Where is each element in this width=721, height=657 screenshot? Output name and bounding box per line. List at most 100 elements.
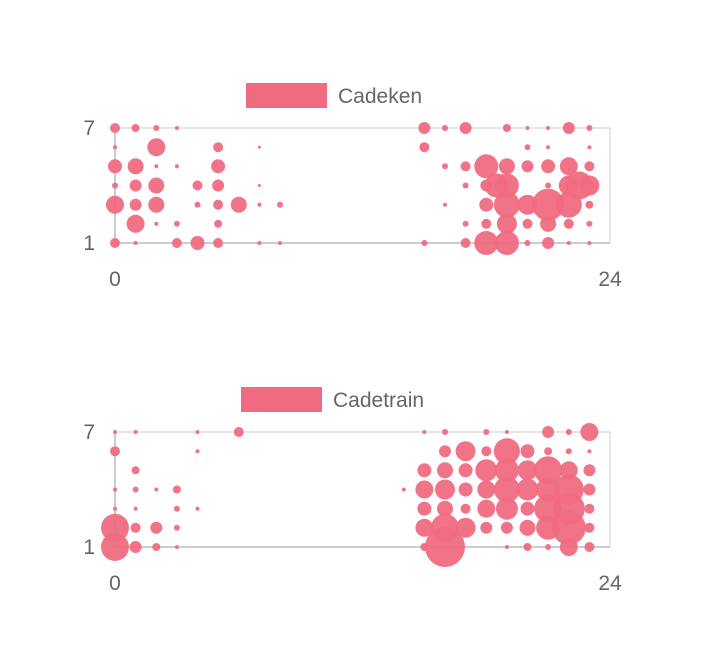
bubble-point[interactable] <box>517 460 538 481</box>
bubble-point[interactable] <box>110 238 120 248</box>
bubble-point[interactable] <box>154 487 159 492</box>
bubble-point[interactable] <box>462 220 469 227</box>
bubble-point[interactable] <box>498 158 515 175</box>
bubble-point[interactable] <box>152 543 161 551</box>
bubble-point[interactable] <box>477 499 496 518</box>
bubble-point[interactable] <box>546 145 551 150</box>
bubble-point[interactable] <box>563 218 574 229</box>
bubble-point[interactable] <box>522 218 533 229</box>
bubble-point[interactable] <box>493 438 520 465</box>
bubble-point[interactable] <box>479 197 494 212</box>
bubble-point[interactable] <box>173 505 180 512</box>
bubble-point[interactable] <box>474 231 499 255</box>
bubble-point[interactable] <box>435 479 455 500</box>
bubble-point[interactable] <box>233 427 244 437</box>
bubble-point[interactable] <box>475 459 498 482</box>
bubble-point[interactable] <box>534 456 563 485</box>
bubble-point[interactable] <box>133 430 138 434</box>
bubble-point[interactable] <box>113 430 117 434</box>
bubble-point[interactable] <box>277 201 283 208</box>
bubble-point[interactable] <box>477 480 496 499</box>
bubble-point[interactable] <box>584 161 595 172</box>
bubble-point[interactable] <box>562 122 575 134</box>
bubble-point[interactable] <box>195 506 200 511</box>
bubble-point[interactable] <box>525 126 530 130</box>
bubble-point[interactable] <box>502 124 511 132</box>
bubble-point[interactable] <box>584 542 595 552</box>
bubble-point[interactable] <box>566 241 571 245</box>
bubble-point[interactable] <box>587 145 592 150</box>
bubble-point[interactable] <box>173 220 180 227</box>
bubble-point[interactable] <box>439 445 451 458</box>
bubble-point[interactable] <box>458 463 473 478</box>
bubble-point[interactable] <box>129 198 142 211</box>
bubble-point[interactable] <box>129 541 142 553</box>
bubble-point[interactable] <box>211 159 226 174</box>
bubble-point[interactable] <box>425 527 465 567</box>
bubble-point[interactable] <box>458 482 473 497</box>
bubble-point[interactable] <box>419 142 430 153</box>
bubble-point[interactable] <box>519 519 536 536</box>
bubble-point[interactable] <box>460 161 471 172</box>
bubble-point[interactable] <box>214 219 223 228</box>
bubble-point[interactable] <box>586 125 593 131</box>
bubble-point[interactable] <box>172 485 181 494</box>
bubble-point[interactable] <box>524 240 531 246</box>
bubble-point[interactable] <box>415 518 434 537</box>
bubble-point[interactable] <box>401 487 406 492</box>
bubble-point[interactable] <box>521 160 534 173</box>
bubble-point[interactable] <box>126 214 145 233</box>
bubble-point[interactable] <box>460 503 471 514</box>
legend-swatch[interactable] <box>246 83 327 108</box>
bubble-point[interactable] <box>133 506 138 511</box>
bubble-point[interactable] <box>195 449 200 454</box>
bubble-point[interactable] <box>587 449 592 454</box>
bubble-point[interactable] <box>481 218 492 229</box>
bubble-point[interactable] <box>106 195 124 214</box>
bubble-point[interactable] <box>520 444 535 459</box>
bubble-point[interactable] <box>108 159 122 174</box>
bubble-point[interactable] <box>443 202 447 207</box>
bubble-point[interactable] <box>148 177 165 194</box>
bubble-point[interactable] <box>442 163 448 170</box>
bubble-point[interactable] <box>459 122 472 134</box>
bubble-point[interactable] <box>132 486 139 493</box>
bubble-point[interactable] <box>462 182 469 189</box>
bubble-point[interactable] <box>130 522 141 533</box>
bubble-point[interactable] <box>101 533 129 561</box>
bubble-point[interactable] <box>101 513 129 542</box>
bubble-point[interactable] <box>437 500 453 517</box>
bubble-point[interactable] <box>584 522 595 533</box>
bubble-point[interactable] <box>154 221 159 226</box>
bubble-point[interactable] <box>173 524 180 531</box>
bubble-point[interactable] <box>580 423 599 441</box>
bubble-point[interactable] <box>579 175 600 196</box>
bubble-point[interactable] <box>524 144 531 151</box>
bubble-point[interactable] <box>421 240 428 246</box>
bubble-point[interactable] <box>559 538 578 556</box>
bubble-point[interactable] <box>192 180 203 191</box>
bubble-point[interactable] <box>113 145 117 150</box>
bubble-point[interactable] <box>540 215 557 232</box>
bubble-point[interactable] <box>493 191 520 218</box>
bubble-point[interactable] <box>442 429 448 435</box>
bubble-point[interactable] <box>532 188 565 221</box>
bubble-point[interactable] <box>496 213 517 234</box>
bubble-point[interactable] <box>110 123 120 133</box>
bubble-point[interactable] <box>110 446 120 457</box>
bubble-point[interactable] <box>190 236 205 250</box>
bubble-point[interactable] <box>113 487 117 492</box>
bubble-point[interactable] <box>174 545 179 549</box>
bubble-point[interactable] <box>442 125 448 131</box>
bubble-point[interactable] <box>583 483 596 496</box>
bubble-point[interactable] <box>587 241 592 245</box>
bubble-point[interactable] <box>437 462 453 479</box>
bubble-point[interactable] <box>257 184 261 187</box>
bubble-point[interactable] <box>520 501 535 516</box>
bubble-point[interactable] <box>546 126 551 130</box>
bubble-point[interactable] <box>565 429 572 435</box>
bubble-point[interactable] <box>148 196 165 213</box>
bubble-point[interactable] <box>415 480 434 499</box>
bubble-point[interactable] <box>495 497 518 520</box>
bubble-point[interactable] <box>213 142 224 153</box>
